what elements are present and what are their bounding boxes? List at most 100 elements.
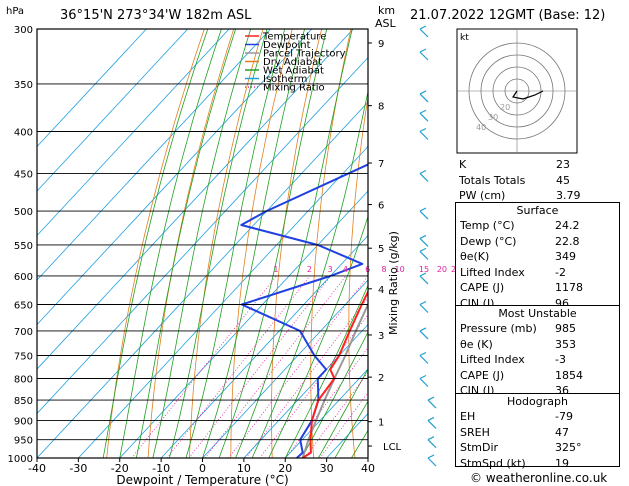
pressure-tick-label: 850 [14, 396, 33, 407]
isotherm-line [37, 29, 313, 326]
wind-barb-staff [419, 238, 429, 247]
mixing-ratio-line [304, 371, 368, 458]
height-tick-label: 4 [378, 285, 384, 296]
pressure-tick-label: 800 [14, 374, 33, 385]
wind-barb-staff [419, 378, 429, 387]
mu-label: Pressure (mb) [460, 322, 537, 335]
x-axis-title: Dewpoint / Temperature (°C) [116, 473, 288, 486]
pressure-tick-label: 550 [14, 241, 33, 252]
mixing-ratio-label: 2 [307, 265, 312, 274]
height-tick-label: 6 [378, 201, 384, 212]
datetime-title: 21.07.2022 12GMT (Base: 12) [410, 8, 606, 23]
pressure-tick-label: 400 [14, 128, 33, 139]
wind-barb-staff [419, 131, 429, 140]
mixing-ratio-label: 20 [437, 265, 447, 274]
mixing-ratio-line [188, 275, 331, 458]
x-tick-label: 10 [237, 462, 251, 475]
surface-label: θe(K) [460, 250, 490, 264]
wind-barb-flag [419, 300, 427, 306]
isotherm-line [37, 101, 368, 458]
wind-barb-flag [419, 127, 427, 133]
isotherm-line [202, 279, 368, 458]
hodo-row: SREH 47 [456, 425, 619, 441]
wind-barb-flag [419, 234, 427, 239]
surface-row: Lifted Index -2 [456, 265, 619, 281]
mixing-ratio-axis-label: Mixing Ratio (g/kg) [387, 231, 400, 335]
wet-adiabat-line [317, 368, 368, 458]
index-label: K [459, 158, 467, 171]
mu-label: Lifted Index [460, 353, 525, 367]
mu-row: Pressure (mb) 985 [456, 321, 619, 337]
hodograph-ring-label: 30 [488, 113, 498, 122]
hodograph-unit-label: kt [460, 33, 469, 43]
mu-label: CAPE (J) [460, 368, 505, 382]
surface-box: Surface Temp (°C) 24.2 Dewp (°C) 22.8 θe(K… [455, 202, 620, 310]
asl-axis-label: ASL [375, 17, 397, 30]
most-unstable-box: Most Unstable Pressure (mb) 985 θe (K) 353… [455, 305, 620, 397]
legend-label: Parcel Trajectory [263, 49, 346, 60]
surface-label: Dewp (°C) [460, 234, 517, 248]
index-row-k: K 23 [455, 157, 620, 173]
isotherm-line [243, 323, 368, 458]
surface-value: -2 [555, 265, 566, 279]
height-tick-label: LCL [383, 442, 402, 453]
index-value: 3.79 [556, 189, 581, 203]
hodograph-ring-label: 20 [500, 103, 510, 112]
isotherm-line [284, 368, 368, 458]
wind-barb-staff [419, 112, 429, 122]
surface-value: 22.8 [555, 234, 580, 248]
wind-barb-staff [427, 439, 437, 449]
wind-barb-staff [419, 330, 429, 340]
pressure-tick-label: 700 [14, 327, 33, 338]
pressure-tick-label: 650 [14, 301, 33, 312]
wind-barb-staff [419, 250, 429, 260]
most-unstable-title: Most Unstable [498, 307, 577, 320]
parcel-trajectory-line [301, 301, 368, 458]
index-label: PW (cm) [459, 189, 506, 203]
wind-barb-flag [419, 351, 427, 357]
wind-barb-staff [419, 28, 429, 38]
wind-barb-flag [427, 416, 435, 421]
mixing-ratio-line [319, 391, 368, 458]
wind-barb-flag [419, 327, 427, 332]
index-row-pw: PW (cm) 3.79 [455, 188, 620, 204]
index-label: Totals Totals [459, 173, 526, 187]
hodo-value: -79 [555, 410, 573, 423]
wind-barb-staff [419, 304, 429, 313]
height-tick-label: 5 [378, 244, 384, 255]
mu-row: CAPE (J) 1854 [456, 368, 619, 384]
hodograph-title: Hodograph [507, 395, 568, 408]
surface-label: CAPE (J) [460, 281, 505, 295]
mixing-ratio-line [228, 275, 368, 458]
mixing-ratio-label: 4 [343, 265, 348, 274]
mu-row: Lifted Index -3 [456, 352, 619, 368]
pressure-tick-label: 950 [14, 436, 33, 447]
x-tick-label: 30 [320, 462, 334, 475]
isotherm-line [37, 57, 368, 415]
copyright-footer: © weatheronline.co.uk [470, 471, 608, 485]
wind-barb-staff [427, 457, 437, 467]
mixing-ratio-line [166, 275, 311, 458]
km-axis-label: km [378, 4, 395, 17]
mu-value: 1854 [555, 368, 583, 382]
height-tick-label: 2 [378, 373, 384, 384]
wind-barb-flag [419, 25, 427, 30]
surface-title: Surface [516, 204, 559, 217]
hodo-row: StmDir 325° [456, 440, 619, 456]
height-tick-label: 3 [378, 331, 384, 342]
mixing-ratio-label: 15 [419, 265, 429, 274]
dry-adiabat-line [106, 29, 205, 458]
pressure-tick-label: 750 [14, 351, 33, 362]
mu-row: θe (K) 353 [456, 337, 619, 353]
wind-barb-flag [427, 436, 435, 441]
pressure-tick-label: 1000 [8, 454, 33, 465]
wind-barb-flag [419, 374, 427, 380]
mixing-ratio-label: 8 [382, 265, 387, 274]
isotherm-line [78, 145, 368, 458]
wet-adiabat-line [334, 400, 368, 458]
wind-barb-staff [419, 51, 429, 61]
mu-value: 353 [555, 337, 576, 351]
wind-barb-flag [427, 454, 435, 459]
hodo-value: 19 [555, 456, 569, 470]
